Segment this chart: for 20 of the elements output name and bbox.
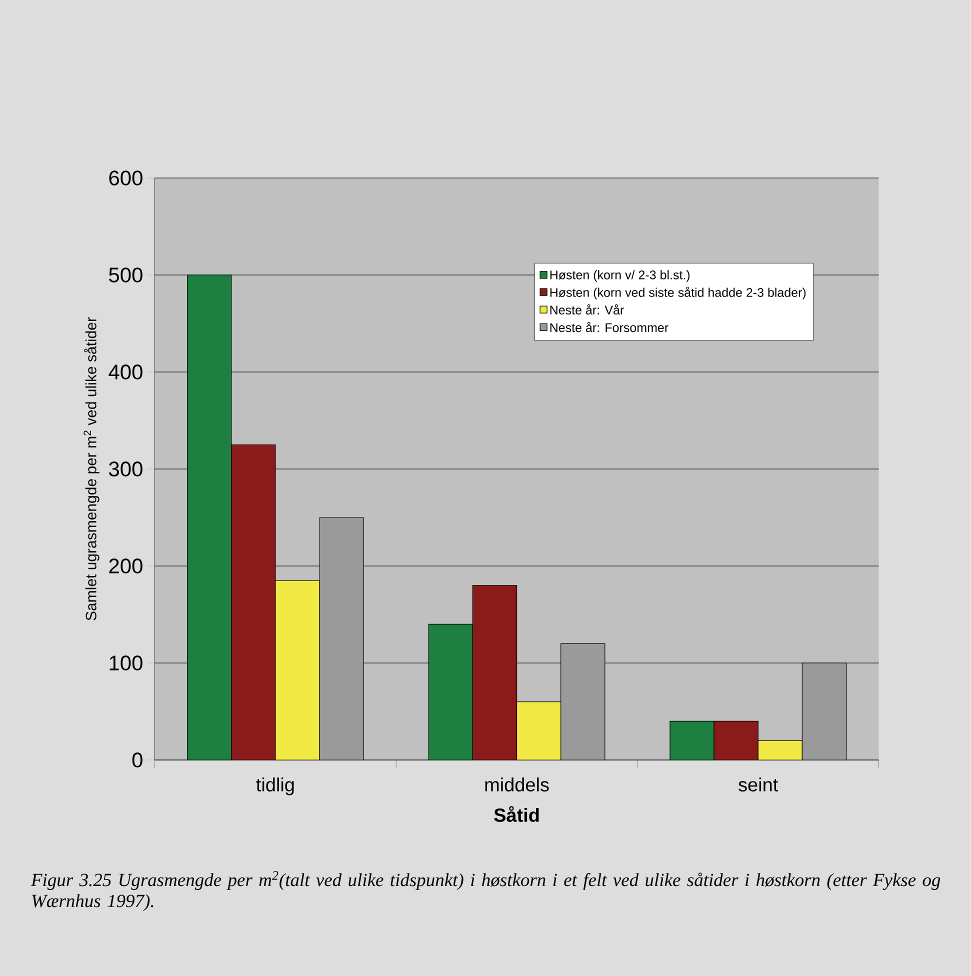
y-axis-title: Samlet ugrasmengde per m$^{2}$ ved ulike såtider bbox=[84, 317, 100, 620]
y-tick-label: 600 bbox=[109, 170, 143, 186]
bar bbox=[231, 444, 276, 760]
y-tick-label: 500 bbox=[109, 268, 143, 282]
y-tick-label: 400 bbox=[108, 364, 143, 380]
x-tick-label: seint bbox=[738, 778, 778, 792]
legend-label: Høsten (korn ved siste såtid hadde 2-3 blader) bbox=[550, 286, 806, 300]
bar bbox=[472, 585, 518, 760]
x-axis-title: Såtid bbox=[494, 806, 539, 822]
x-tick-label: tidlig bbox=[256, 778, 294, 796]
y-tick-label: 300 bbox=[109, 462, 143, 476]
y-tick-label: 100 bbox=[110, 656, 143, 670]
x-tick-label: middels bbox=[485, 778, 549, 792]
text: Figur 3.25 Ugrasmengde per m$^{2}$(talt ved ulike tidspunkt) i høstkorn i et felt ved ulike såtider i høstkorn (etter Fykse og Wærnhus 1997). bbox=[30, 871, 940, 911]
bar bbox=[714, 720, 759, 760]
y-tick-label: 200 bbox=[109, 558, 143, 574]
legend-label: Neste år: Vår bbox=[550, 304, 624, 315]
y-tick-label: 0 bbox=[132, 752, 143, 768]
legend-label: Høsten (korn v/ 2-3 bl.st.) bbox=[550, 270, 690, 282]
legend-label: Neste år: Forsommer bbox=[550, 322, 668, 332]
